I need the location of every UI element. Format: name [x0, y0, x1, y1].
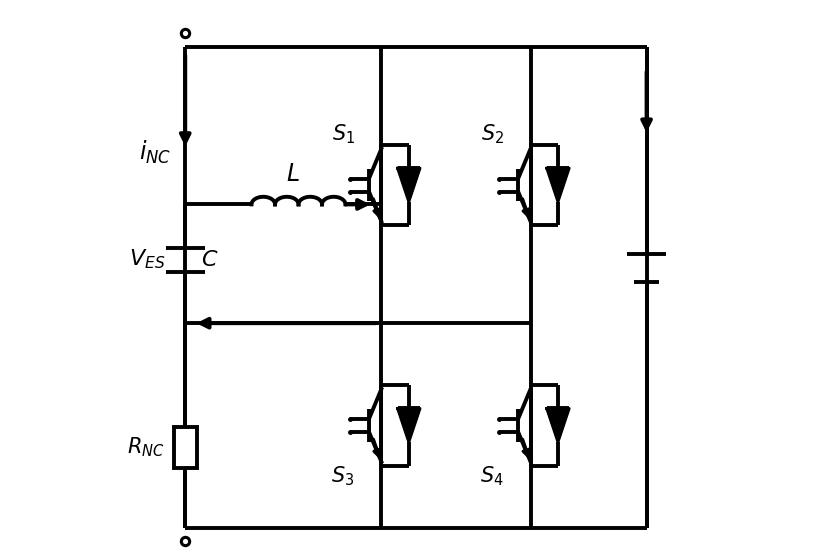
Text: $L$: $L$ [286, 162, 300, 186]
Text: $C$: $C$ [201, 249, 219, 270]
Polygon shape [398, 168, 420, 202]
Polygon shape [546, 408, 569, 442]
Text: $S_4$: $S_4$ [480, 464, 504, 488]
Polygon shape [546, 168, 569, 202]
Bar [173, 427, 197, 468]
Text: $S_1$: $S_1$ [331, 123, 355, 146]
Text: $S_2$: $S_2$ [481, 123, 504, 146]
Text: $S_3$: $S_3$ [331, 464, 355, 488]
Polygon shape [398, 408, 420, 442]
Text: $i_{NC}$: $i_{NC}$ [139, 138, 171, 166]
Text: $R_{NC}$: $R_{NC}$ [127, 436, 164, 459]
Text: $V_{ES}$: $V_{ES}$ [129, 248, 166, 271]
